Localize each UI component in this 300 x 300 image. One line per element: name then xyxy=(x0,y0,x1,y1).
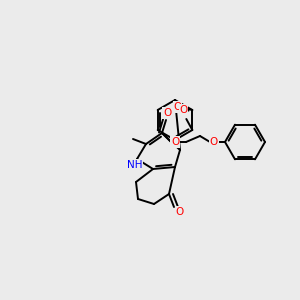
Text: NH: NH xyxy=(127,160,143,170)
Text: O: O xyxy=(173,102,182,112)
Text: O: O xyxy=(163,108,171,118)
Text: O: O xyxy=(179,105,188,115)
Text: O: O xyxy=(210,137,218,147)
Text: O: O xyxy=(171,137,179,147)
Text: O: O xyxy=(176,207,184,217)
